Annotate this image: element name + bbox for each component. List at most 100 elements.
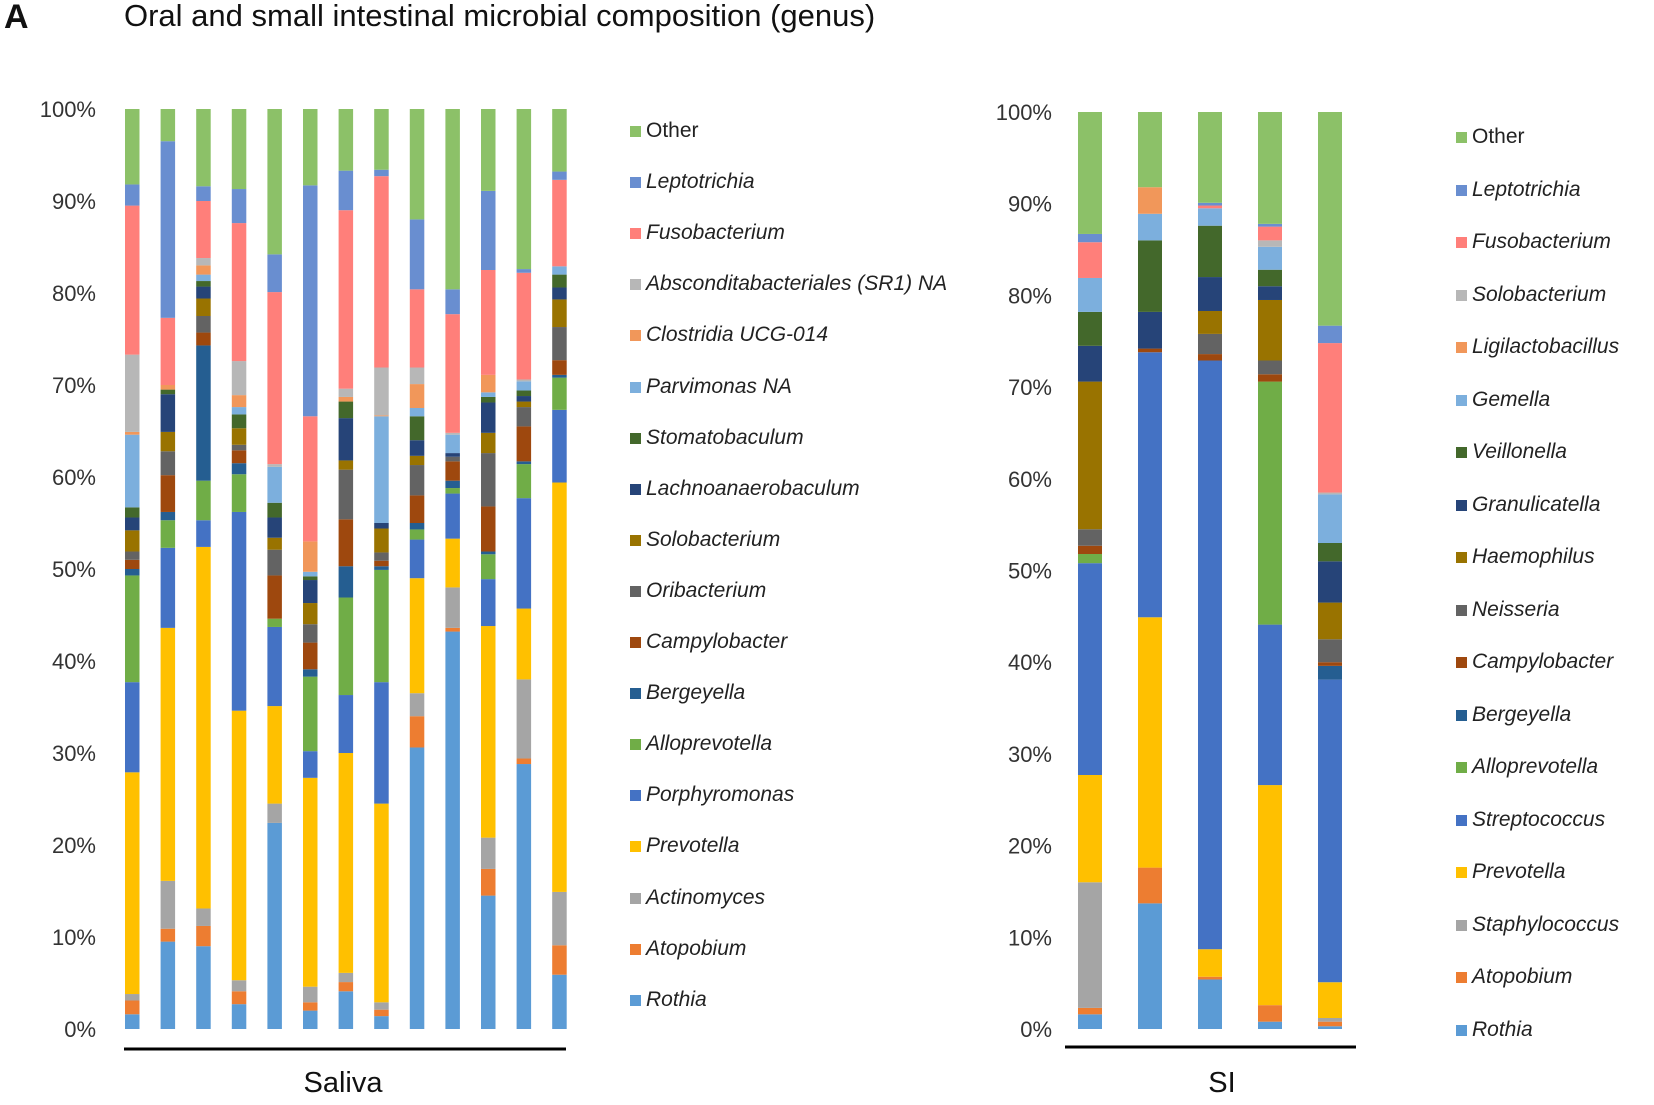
legend-item: Rothia	[1456, 1018, 1646, 1042]
bar-segment-rothia	[125, 1014, 140, 1029]
bar-segment-alloprevotella	[1258, 381, 1282, 625]
bar-segment-actinomyces	[445, 587, 460, 628]
bar-segment-oribacterium	[125, 551, 140, 560]
legend-label: Prevotella	[646, 834, 740, 858]
legend-swatch	[630, 534, 641, 546]
bar-segment-lachnoanaerobaculum	[445, 453, 460, 457]
bar-segment-neisseria	[1318, 639, 1342, 663]
legend-swatch	[1456, 762, 1467, 773]
legend-label: Other	[1472, 125, 1525, 148]
bar-segment-bergeyella	[1318, 665, 1342, 680]
bar-segment-prevotella	[267, 706, 282, 804]
legend-swatch	[1456, 237, 1467, 248]
bar-segment-stomatobaculum	[481, 396, 496, 403]
legend-label: Neisseria	[1472, 597, 1560, 621]
bar-segment-atopobium	[338, 982, 354, 992]
legend-swatch	[1456, 1024, 1467, 1036]
bar-segment-porphyromonas	[516, 498, 532, 609]
bar-segment-rothia	[516, 764, 532, 1029]
bar-segment-parvimonas-na	[303, 571, 318, 577]
bar-segment-fusobacterium	[338, 210, 354, 389]
bar-segment-fusobacterium	[552, 179, 567, 267]
y-tick-label: 70%	[52, 373, 96, 398]
bar-segment-campylobacter	[445, 461, 460, 481]
bar-segment-fusobacterium	[409, 289, 425, 368]
legend-label: Veillonella	[1472, 440, 1567, 463]
legend-swatch	[1456, 394, 1467, 406]
bar-segment-solobacterium	[552, 299, 567, 328]
y-tick-label: 90%	[1008, 192, 1052, 217]
bar-segment-parvimonas-na	[552, 266, 567, 275]
stacked-bar	[1198, 112, 1222, 1029]
bar-segment-fusobacterium	[1258, 226, 1282, 241]
bar-segment-other	[409, 109, 425, 220]
bar-segment-haemophilus	[1078, 381, 1102, 530]
legend-item: Staphylococcus	[1456, 913, 1646, 937]
bar-segment-ligilactobacillus	[1138, 187, 1162, 214]
y-tick-label: 10%	[1008, 925, 1052, 950]
stacked-bar	[1138, 112, 1162, 1029]
bar-segment-veillonella	[1198, 225, 1222, 278]
bar-segment-clostridia-ucg-014	[338, 396, 354, 402]
bar-segment-lachnoanaerobaculum	[374, 523, 389, 529]
stacked-bar	[409, 109, 425, 1029]
bar-segment-bergeyella	[409, 523, 425, 530]
bar-segment-fusobacterium	[1318, 343, 1342, 493]
legend-label: Actinomyces	[646, 885, 766, 909]
bar-segment-lachnoanaerobaculum	[481, 402, 496, 433]
legend-swatch	[630, 177, 641, 189]
bar-segment-porphyromonas	[196, 520, 211, 547]
bar-segment-atopobium	[1258, 1005, 1282, 1022]
legend-label: Fusobacterium	[646, 221, 785, 245]
legend-item: Oribacterium	[630, 579, 960, 603]
bar-segment-fusobacterium	[196, 201, 211, 259]
bar-segment-neisseria	[1198, 333, 1222, 355]
bar-segment-lachnoanaerobaculum	[125, 517, 140, 531]
y-tick-label: 0%	[1020, 1017, 1052, 1042]
bar-segment-bergeyella	[196, 345, 211, 481]
legend-swatch	[630, 381, 641, 393]
bar-segment-actinomyces	[338, 972, 354, 983]
bar-segment-prevotella	[1138, 617, 1162, 868]
bar-segment-atopobium	[1138, 867, 1162, 904]
bar-segment-leptotrichia	[338, 170, 354, 211]
bar-segment-other	[160, 109, 176, 142]
bar-segment-prevotella	[409, 578, 425, 694]
bar-segment-alloprevotella	[409, 529, 425, 540]
bar-segment-atopobium	[374, 1009, 389, 1017]
bar-segment-bergeyella	[552, 374, 567, 378]
legend-item: Neisseria	[1456, 598, 1646, 622]
bar-segment-oribacterium	[231, 444, 247, 451]
legend-swatch	[630, 330, 641, 342]
bar-segment-fusobacterium	[1198, 205, 1222, 209]
legend-label: Alloprevotella	[1472, 755, 1599, 778]
bar-segment-solobacterium	[160, 431, 176, 452]
legend-label: Leptotrichia	[646, 170, 755, 194]
y-tick-label: 30%	[52, 741, 96, 766]
bar-segment-other	[445, 109, 460, 290]
bar-segment-porphyromonas	[160, 547, 176, 628]
bar-segment-bergeyella	[125, 569, 140, 576]
bar-segment-porphyromonas	[267, 626, 282, 707]
bar-segment-other	[196, 109, 211, 187]
legend-label: Oribacterium	[646, 578, 767, 602]
y-tick-label: 60%	[52, 465, 96, 490]
legend-item: Stomatobaculum	[630, 426, 960, 450]
bar-segment-clostridia-ucg-014	[160, 385, 176, 390]
legend-item: Lachnoanaerobaculum	[630, 477, 960, 501]
bar-segment-bergeyella	[481, 551, 496, 555]
bar-segment-fusobacterium	[445, 314, 460, 433]
bar-segment-rothia	[160, 941, 176, 1029]
bar-segment-stomatobaculum	[160, 389, 176, 395]
bar-segment-solobacterium	[1318, 492, 1342, 495]
bar-segment-haemophilus	[1198, 310, 1222, 334]
bar-segment-leptotrichia	[267, 254, 282, 293]
bar-segment-oribacterium	[445, 456, 460, 462]
legend-swatch	[630, 688, 641, 700]
bar-segment-absconditabacteriales-sr1-na	[516, 379, 532, 382]
stacked-bar	[1258, 112, 1282, 1029]
y-tick-label: 70%	[1008, 375, 1052, 400]
bar-segment-solobacterium	[409, 455, 425, 466]
bar-segment-veillonella	[1318, 542, 1342, 562]
bar-segment-stomatobaculum	[267, 502, 282, 518]
